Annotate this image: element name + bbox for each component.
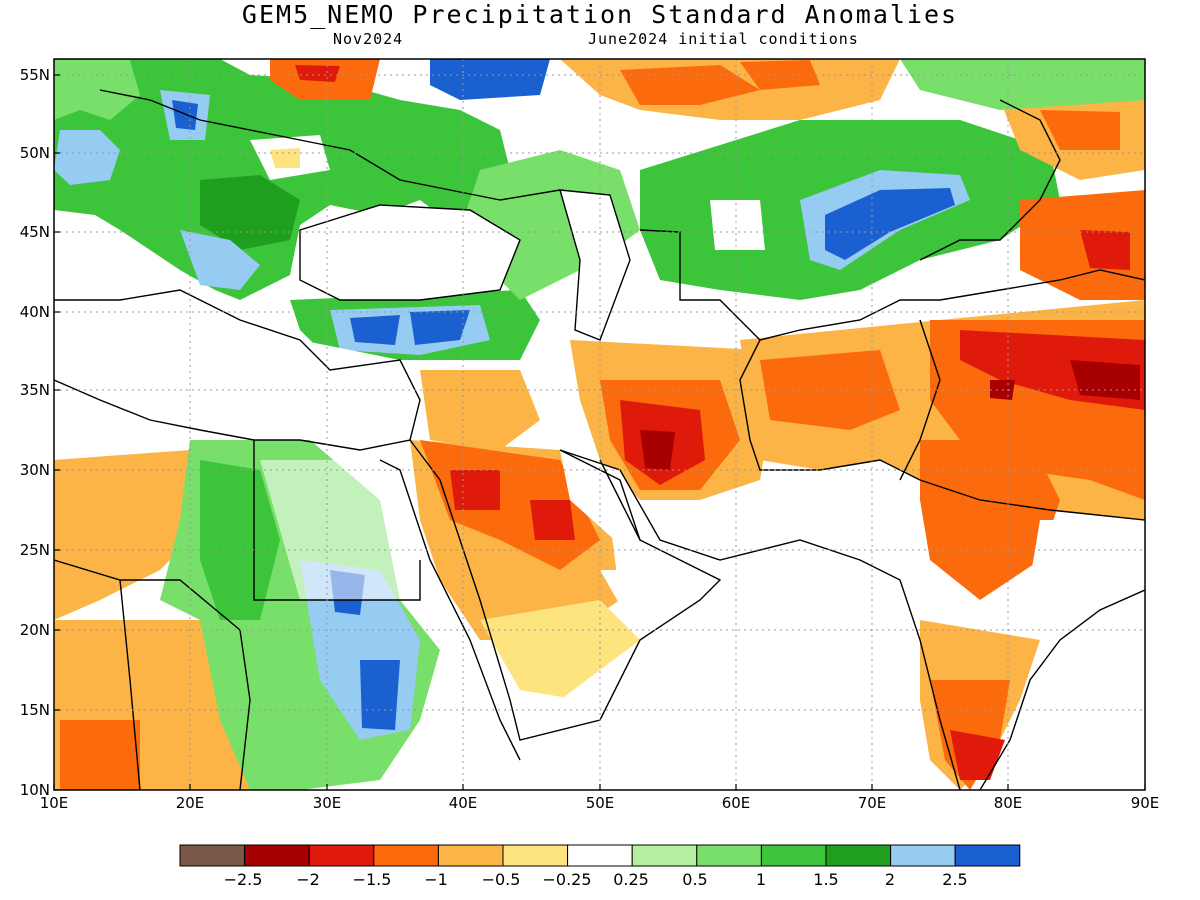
lon-label: 60E <box>721 794 751 812</box>
region-mongolia-red <box>1080 230 1130 270</box>
colorbar-swatch <box>567 844 633 867</box>
lat-label: 35N <box>19 381 50 399</box>
region-turkey-deep <box>350 310 470 345</box>
lat-label: 45N <box>19 223 50 241</box>
sea-bengal <box>1000 600 1145 790</box>
colorbar-label: 0.25 <box>613 870 649 889</box>
colorbar-label: 1.5 <box>813 870 839 889</box>
region-africa-sw-dark <box>60 720 140 790</box>
lat-label: 20N <box>19 621 50 639</box>
lat-label: 25N <box>19 541 50 559</box>
init-conditions-label: June2024 initial conditions <box>588 30 859 48</box>
valid-month-label: Nov2024 <box>333 30 404 48</box>
region-north-red <box>295 65 340 82</box>
lon-label: 40E <box>448 794 478 812</box>
region-aral-white <box>710 200 765 250</box>
region-iran-dark <box>640 430 675 470</box>
region-india-east-white <box>1030 520 1145 620</box>
sea-gulf <box>560 450 660 545</box>
lon-label: 30E <box>312 794 342 812</box>
region-india-center <box>920 440 1060 600</box>
coastlines <box>54 89 1145 790</box>
colorbar-swatch <box>437 844 504 867</box>
region-ukraine-yellow <box>270 148 300 168</box>
region-himalaya-darkred <box>990 360 1140 400</box>
region-poland-deep <box>172 100 198 130</box>
sea-arabian <box>500 570 920 790</box>
colorbar-label: 0.5 <box>682 870 708 889</box>
colorbar-swatch <box>954 844 1021 867</box>
region-europe-blue <box>54 130 120 185</box>
colorbar-swatch <box>631 844 698 867</box>
colorbar-label: −1.5 <box>352 870 392 889</box>
tick-marks <box>53 74 1146 791</box>
colorbar-label: −2 <box>296 870 320 889</box>
colorbar-label: −2.5 <box>223 870 263 889</box>
region-europe-light <box>54 60 140 120</box>
colorbar <box>179 844 1021 867</box>
colorbar-swatch <box>179 844 246 867</box>
region-sudan-deep <box>330 570 400 730</box>
lat-label: 10N <box>19 781 50 799</box>
colorbar-swatch <box>373 844 439 867</box>
sea-red <box>380 460 500 730</box>
sea-mediterranean <box>54 290 420 410</box>
region-russia-east-dark <box>1040 110 1120 150</box>
lat-label: 15N <box>19 701 50 719</box>
map-title: GEM5_NEMO Precipitation Standard Anomali… <box>241 0 959 29</box>
region-kazakh-deep <box>825 188 955 260</box>
lon-label: 20E <box>175 794 205 812</box>
lon-label: 70E <box>857 794 887 812</box>
lat-label: 50N <box>19 144 50 162</box>
colorbar-label: 2 <box>884 870 896 889</box>
region-arabia-red <box>450 470 575 540</box>
colorbar-swatch <box>308 844 375 867</box>
region-north-blue <box>430 59 550 100</box>
region-russia-darkorange <box>620 60 820 105</box>
colorbar-swatch <box>825 844 892 867</box>
region-europe-dark <box>200 175 300 250</box>
colorbar-swatch <box>502 844 569 867</box>
colorbar-swatch <box>244 844 310 867</box>
region-balkan-blue <box>180 230 260 290</box>
lat-label: 55N <box>19 66 50 84</box>
region-sudan-green-dark <box>200 460 280 620</box>
colorbar-label: −1 <box>424 870 448 889</box>
colorbar-label: 1 <box>755 870 767 889</box>
colorbar-label: 2.5 <box>942 870 968 889</box>
sea-black <box>300 205 520 300</box>
colorbar-swatch <box>890 844 956 867</box>
region-africa-west-orange <box>54 450 210 620</box>
colorbar-label: −0.25 <box>542 870 592 889</box>
lon-label: 90E <box>1130 794 1160 812</box>
colorbar-swatch <box>696 844 762 867</box>
graticule <box>54 59 1145 790</box>
lat-label: 40N <box>19 303 50 321</box>
region-india-south-red <box>950 730 1005 780</box>
colorbar-label: −0.5 <box>481 870 521 889</box>
colorbar-swatch <box>760 844 827 867</box>
lat-label: 30N <box>19 461 50 479</box>
region-ne-green <box>900 59 1145 110</box>
region-egypt-white <box>260 460 410 600</box>
lon-label: 10E <box>39 794 69 812</box>
lon-label: 50E <box>585 794 615 812</box>
lon-label: 80E <box>993 794 1023 812</box>
